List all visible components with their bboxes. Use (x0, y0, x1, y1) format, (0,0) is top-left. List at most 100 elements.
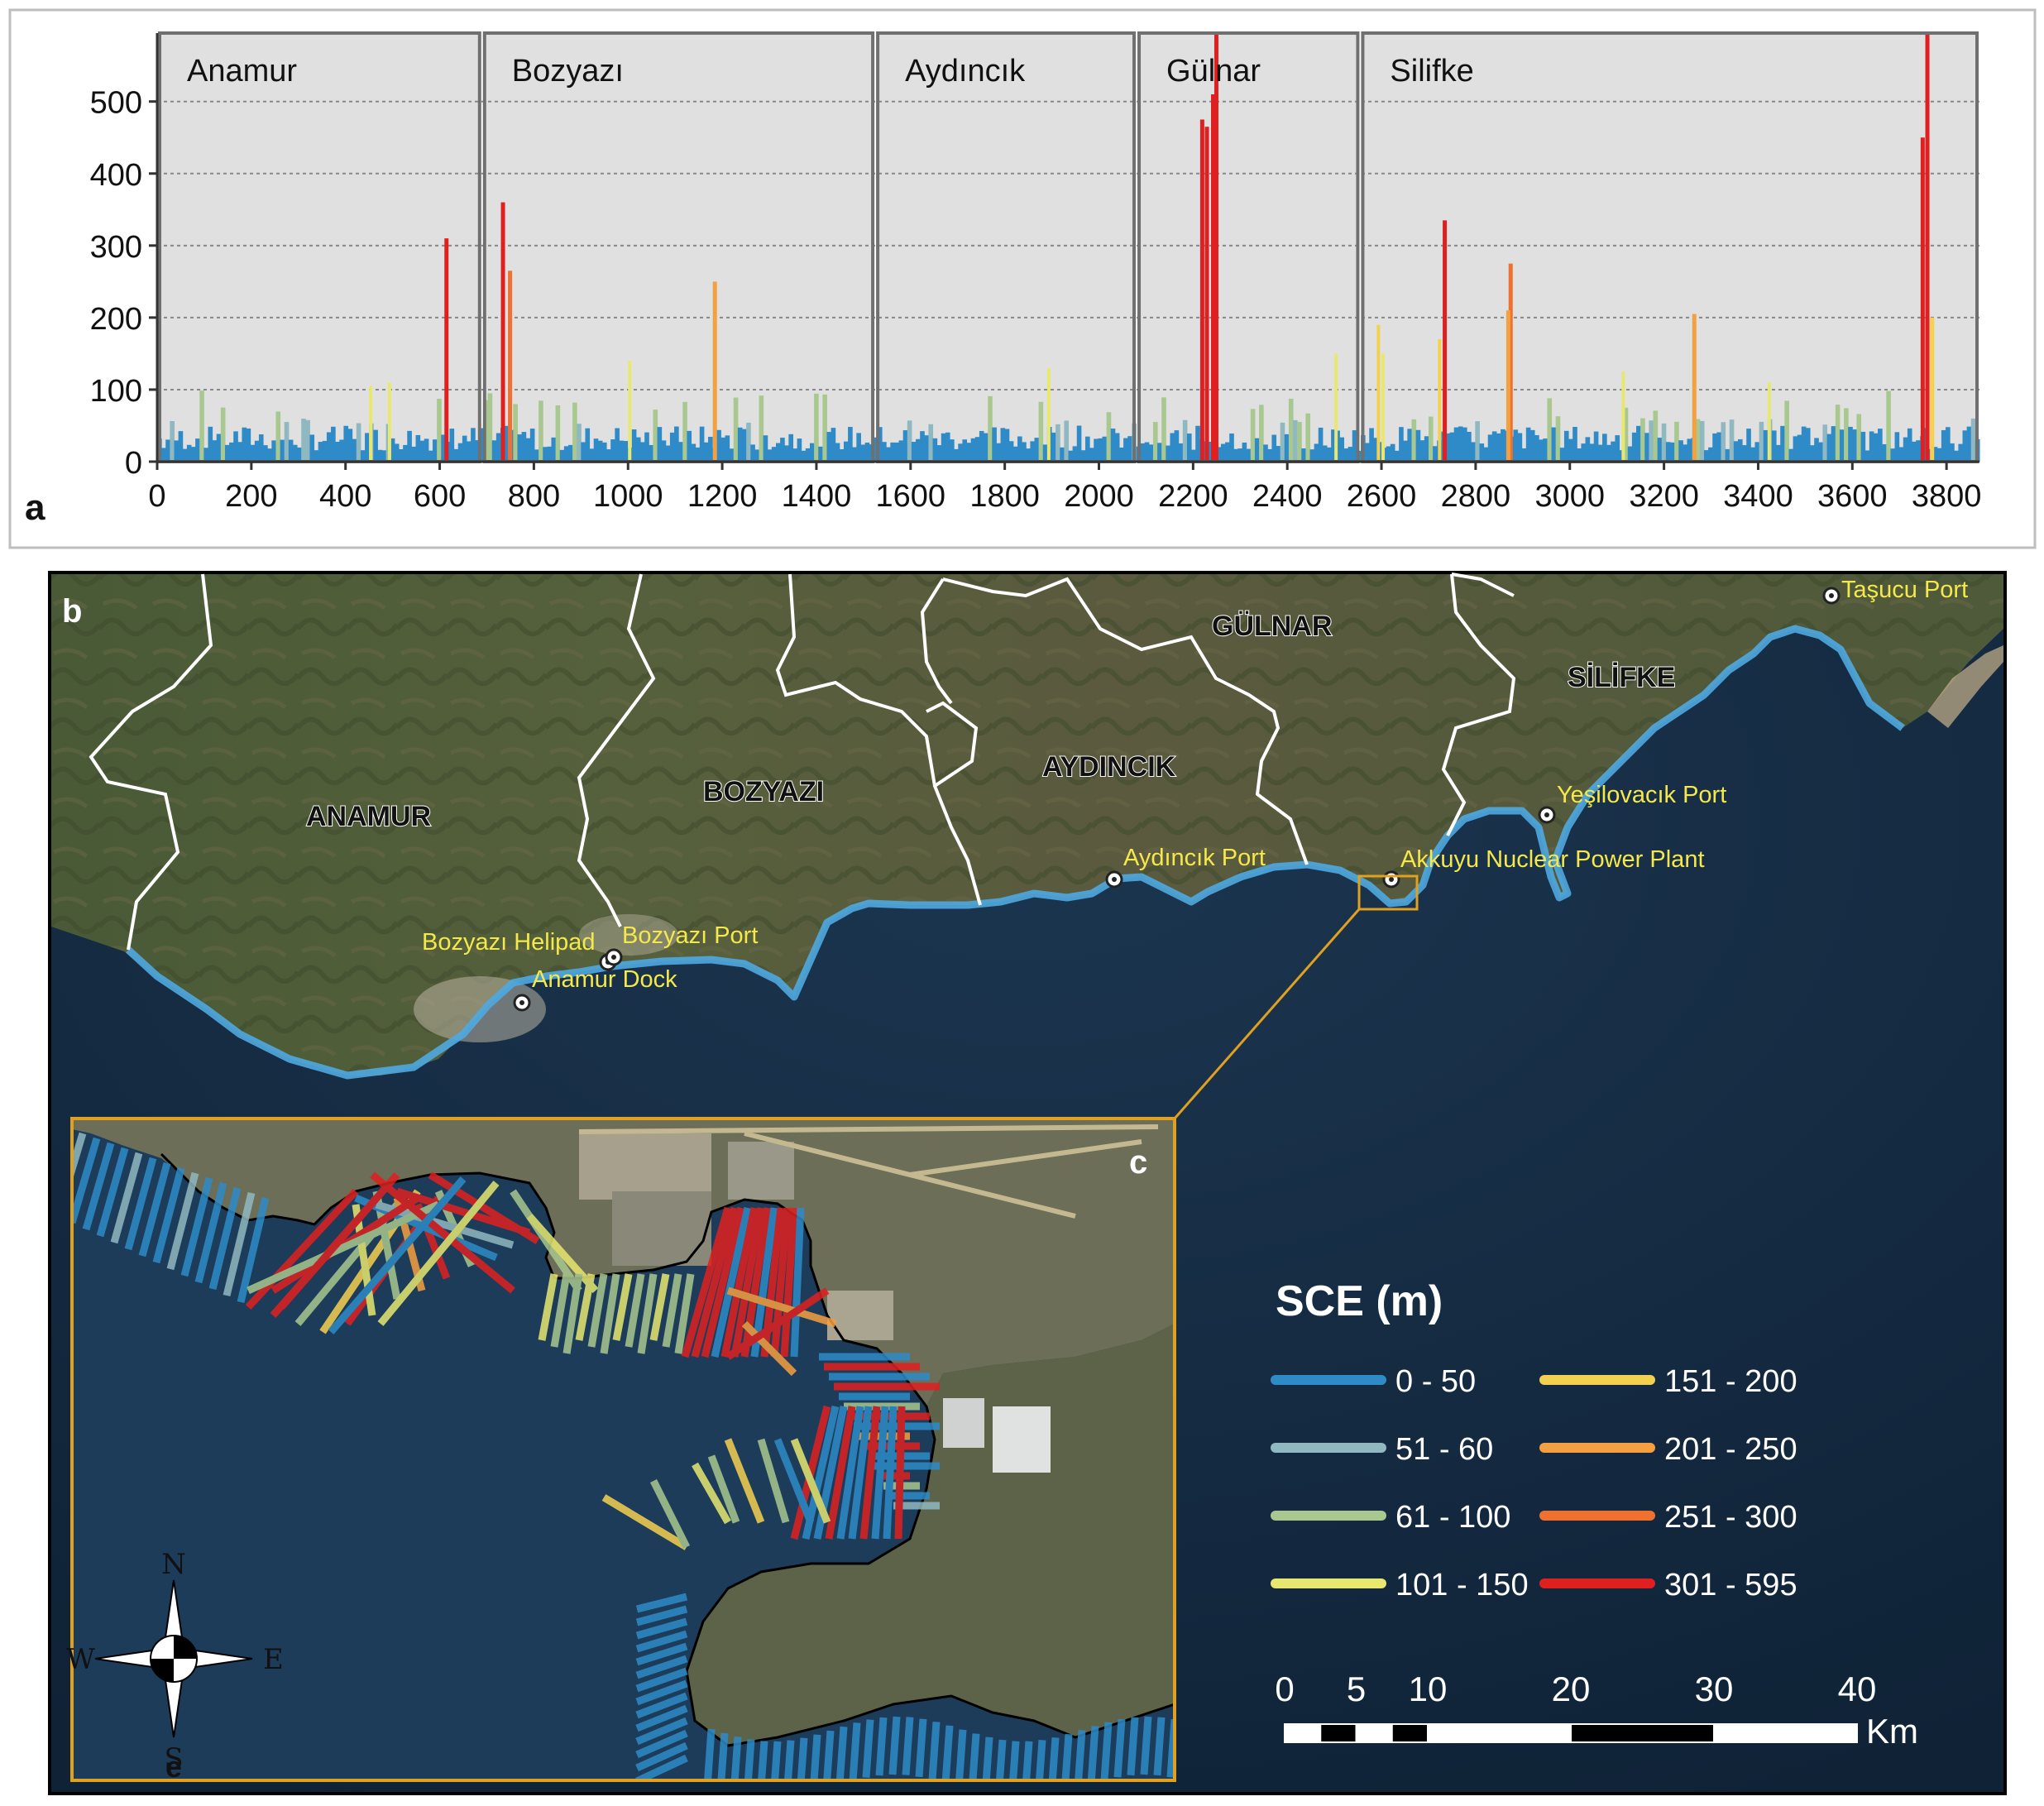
bar (585, 428, 591, 462)
transect-141 (1100, 1722, 1113, 1780)
transect-100 (635, 1630, 688, 1653)
bar (1174, 430, 1180, 462)
bar (318, 442, 323, 462)
marker-yesilovacik-port[interactable] (1538, 806, 1556, 824)
bar (1703, 450, 1709, 462)
x-tick-label-19: 3800 (1912, 479, 1982, 514)
bar (267, 448, 272, 462)
bar (1216, 447, 1222, 462)
bar (1301, 448, 1306, 462)
transect-44 (637, 1273, 658, 1354)
bar (1602, 434, 1607, 462)
bar (902, 430, 908, 462)
scale-segment-1 (1319, 1723, 1357, 1743)
bar (1581, 443, 1587, 462)
bar (428, 450, 433, 462)
marker-akkuyu-npp[interactable] (1382, 870, 1400, 889)
transect-94 (757, 1438, 790, 1524)
bar (1000, 428, 1006, 462)
bar (1161, 397, 1166, 462)
bar (1038, 401, 1044, 462)
bar (174, 440, 180, 462)
transect-118 (797, 1737, 808, 1780)
bar (263, 445, 268, 462)
scale-tick-1: 5 (1347, 1669, 1366, 1708)
bar (1394, 450, 1400, 462)
x-tick-label-0: 0 (148, 479, 165, 514)
bar (1343, 448, 1349, 462)
transect-103 (635, 1667, 688, 1693)
district-anamur: ANAMUR (306, 801, 431, 832)
bar (1487, 434, 1493, 462)
bar (1280, 422, 1285, 462)
bar (890, 442, 895, 462)
bar (1322, 445, 1328, 462)
bar (1543, 438, 1548, 462)
bar (1784, 400, 1789, 462)
scale-segment-6 (1713, 1723, 1858, 1743)
bar (292, 444, 298, 462)
bar (250, 444, 256, 462)
transect-43 (625, 1273, 645, 1348)
bar (763, 435, 768, 462)
bar-mid (1621, 371, 1625, 462)
bar (1737, 438, 1743, 462)
bar (742, 429, 747, 462)
transect-49 (691, 1206, 739, 1358)
bar (466, 441, 472, 462)
bar (572, 402, 577, 462)
bar (860, 444, 866, 462)
bar (649, 444, 653, 462)
bar (788, 434, 793, 462)
bar (877, 427, 883, 462)
bar (996, 443, 1002, 462)
bar (1479, 443, 1485, 462)
bar (1670, 442, 1675, 462)
bar (1839, 429, 1845, 462)
peak-bar-1 (500, 202, 505, 462)
transect-84 (848, 1406, 873, 1540)
transect-2 (82, 1142, 115, 1231)
bar (1864, 450, 1870, 462)
label-bozyazi-helipad: Bozyazı Helipad (422, 929, 596, 956)
bar (1653, 410, 1659, 462)
transect-102 (635, 1655, 688, 1679)
bar (1801, 426, 1807, 462)
bar (462, 435, 467, 462)
legend: SCE (m) 0 - 50 51 - 60 61 - 100 101 - 150 15… (1271, 1277, 1797, 1602)
x-tick-label-18: 3600 (1817, 479, 1888, 514)
transect-57 (770, 1207, 792, 1358)
label-bozyazi-port: Bozyazı Port (622, 922, 758, 949)
transect-7 (152, 1166, 185, 1264)
bar-mid (387, 382, 391, 462)
scale-segment-0 (1284, 1723, 1322, 1743)
section-bg-4 (1362, 33, 1977, 462)
bar (1012, 446, 1018, 462)
x-tick-label-10: 2000 (1064, 479, 1134, 514)
transect-119 (810, 1734, 821, 1780)
bar (1623, 407, 1629, 462)
bar (720, 437, 726, 462)
marker-bozyazi-port[interactable] (605, 948, 623, 966)
peak-bar-7 (1213, 33, 1218, 462)
marker-anamur-dock[interactable] (513, 994, 531, 1012)
bar (301, 419, 306, 462)
legend-label-4: 151 - 200 (1664, 1364, 1797, 1399)
transect-122 (849, 1722, 861, 1780)
bar (1954, 450, 1959, 462)
bar (848, 427, 853, 462)
transect-6 (138, 1162, 171, 1257)
transect-34 (510, 1189, 582, 1293)
marker-tasucu-port[interactable] (1822, 587, 1841, 605)
bar (1958, 443, 1964, 462)
bar (1814, 438, 1819, 462)
bar (178, 431, 184, 462)
bar (1064, 420, 1069, 462)
bar (615, 428, 620, 462)
bar (237, 442, 242, 462)
y-tick-label-2: 200 (90, 302, 142, 337)
marker-aydincik-port[interactable] (1105, 870, 1123, 889)
bar-mid (1046, 367, 1051, 462)
transect-116 (771, 1741, 782, 1780)
bar (1742, 445, 1747, 462)
